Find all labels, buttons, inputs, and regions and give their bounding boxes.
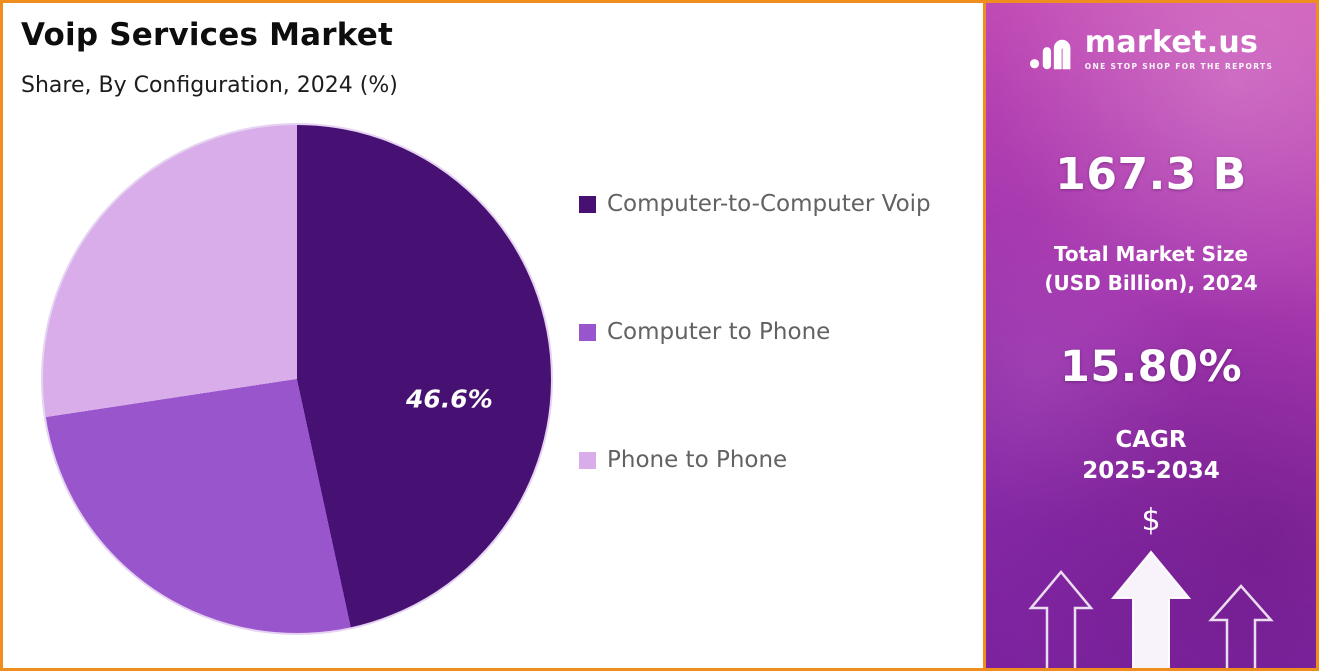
market-us-logo: market.us ONE STOP SHOP FOR THE REPORTS — [1029, 27, 1273, 71]
legend-item-label: Computer-to-Computer Voip — [607, 191, 931, 217]
page-title: Voip Services Market — [21, 17, 394, 53]
logo-text-block: market.us ONE STOP SHOP FOR THE REPORTS — [1085, 27, 1273, 71]
legend-item-label: Phone to Phone — [607, 447, 788, 473]
growth-arrows — [1028, 550, 1274, 668]
slice-label: 46.6% — [406, 384, 493, 414]
legend-color-swatch — [579, 195, 596, 213]
legend-item: Computer to Phone — [579, 319, 931, 345]
chart-area: Voip Services Market Share, By Configura… — [3, 3, 983, 668]
cagr-period: 2025-2034 — [1082, 458, 1220, 485]
legend-item: Computer-to-Computer Voip — [579, 191, 931, 217]
legend-color-swatch — [579, 451, 596, 469]
pie-chart: 46.6% — [41, 123, 553, 635]
arrow-up-icon — [1028, 570, 1094, 668]
sidebar-panel: market.us ONE STOP SHOP FOR THE REPORTS … — [983, 3, 1316, 668]
market-us-logo-icon — [1029, 39, 1071, 69]
cagr-value: 15.80% — [1059, 341, 1243, 392]
legend-color-swatch — [579, 323, 596, 341]
arrow-up-icon — [1110, 550, 1192, 668]
cagr-label: CAGR — [1115, 426, 1187, 453]
market-size-value: 167.3 B — [1055, 148, 1247, 200]
chart-subtitle: Share, By Configuration, 2024 (%) — [21, 73, 398, 98]
dollar-icon: $ — [1141, 503, 1161, 539]
logo-tagline: ONE STOP SHOP FOR THE REPORTS — [1084, 61, 1274, 71]
arrow-up-icon — [1208, 584, 1274, 668]
market-size-label: Total Market Size (USD Billion), 2024 — [1044, 241, 1258, 295]
legend-item-label: Computer to Phone — [607, 319, 831, 345]
legend-item: Phone to Phone — [579, 447, 931, 473]
legend: Computer-to-Computer Voip Computer to Ph… — [579, 191, 931, 473]
logo-text: market.us — [1084, 25, 1259, 60]
